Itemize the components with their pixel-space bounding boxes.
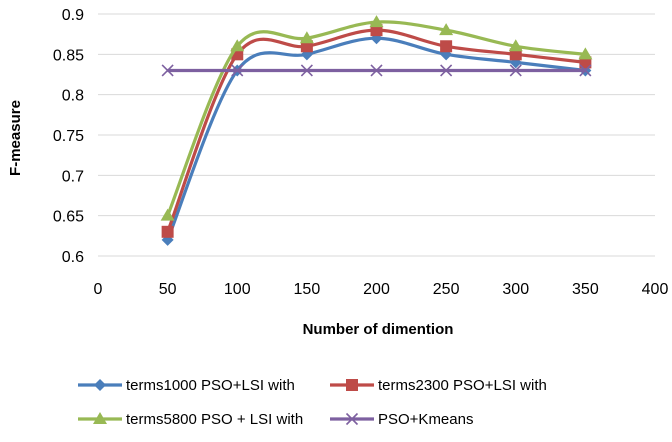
y-tick-label: 0.85 xyxy=(53,47,84,64)
data-point xyxy=(370,64,383,77)
data-point xyxy=(369,15,384,28)
legend-item: terms2300 PSO+LSI with xyxy=(330,377,547,394)
legend-item: terms5800 PSO + LSI with xyxy=(78,411,303,428)
legend-marker xyxy=(346,379,358,391)
y-tick-label: 0.6 xyxy=(62,249,84,266)
x-tick-label: 250 xyxy=(433,281,460,298)
data-point xyxy=(578,47,593,60)
series-line xyxy=(166,20,586,217)
legend-label: terms1000 PSO+LSI with xyxy=(126,377,295,394)
data-point xyxy=(440,40,453,53)
data-point xyxy=(300,64,313,77)
data-point xyxy=(231,64,244,77)
data-point xyxy=(440,64,453,77)
legend-label: terms2300 PSO+LSI with xyxy=(378,377,547,394)
y-tick-label: 0.7 xyxy=(62,168,84,185)
y-tick-label: 0.75 xyxy=(53,128,84,145)
x-tick-label: 0 xyxy=(94,281,103,298)
data-point xyxy=(230,39,245,52)
legend-marker xyxy=(345,412,359,426)
x-tick-labels: 0 50 100 150 200 250 300 350 400 xyxy=(94,281,669,298)
data-point xyxy=(161,225,174,238)
data-point xyxy=(579,56,592,69)
grid xyxy=(98,13,655,257)
x-tick-label: 50 xyxy=(159,281,177,298)
plot-area xyxy=(160,15,593,246)
series-line xyxy=(166,28,586,233)
x-tick-label: 300 xyxy=(502,281,529,298)
x-axis-title: Number of dimention xyxy=(303,321,454,338)
y-tick-labels: 0.6 0.65 0.7 0.75 0.8 0.85 0.9 xyxy=(53,7,84,266)
data-point xyxy=(300,40,313,53)
data-point xyxy=(509,64,522,77)
series-2 xyxy=(161,24,592,238)
y-tick-label: 0.65 xyxy=(53,209,84,226)
legend: terms1000 PSO+LSI with terms2300 PSO+LSI … xyxy=(78,377,547,428)
data-point xyxy=(579,64,592,77)
y-axis-title: F-measure xyxy=(7,100,24,176)
y-tick-label: 0.9 xyxy=(62,7,84,24)
data-point xyxy=(299,31,314,44)
data-point xyxy=(508,39,523,52)
x-tick-label: 200 xyxy=(363,281,390,298)
y-tick-label: 0.8 xyxy=(62,88,84,105)
data-point xyxy=(160,208,175,221)
legend-label: PSO+Kmeans xyxy=(378,411,473,428)
legend-item: PSO+Kmeans xyxy=(330,411,473,428)
data-point xyxy=(161,64,174,77)
x-tick-label: 350 xyxy=(572,281,599,298)
x-tick-label: 400 xyxy=(642,281,669,298)
data-point xyxy=(509,48,522,61)
legend-marker xyxy=(93,412,107,424)
series-3 xyxy=(160,15,593,221)
series-4 xyxy=(161,64,592,77)
data-point xyxy=(439,23,454,36)
legend-item: terms1000 PSO+LSI with xyxy=(78,377,295,394)
data-point xyxy=(370,24,383,37)
legend-label: terms5800 PSO + LSI with xyxy=(126,411,303,428)
x-tick-label: 100 xyxy=(224,281,251,298)
legend-marker xyxy=(94,379,106,391)
x-tick-label: 150 xyxy=(294,281,321,298)
